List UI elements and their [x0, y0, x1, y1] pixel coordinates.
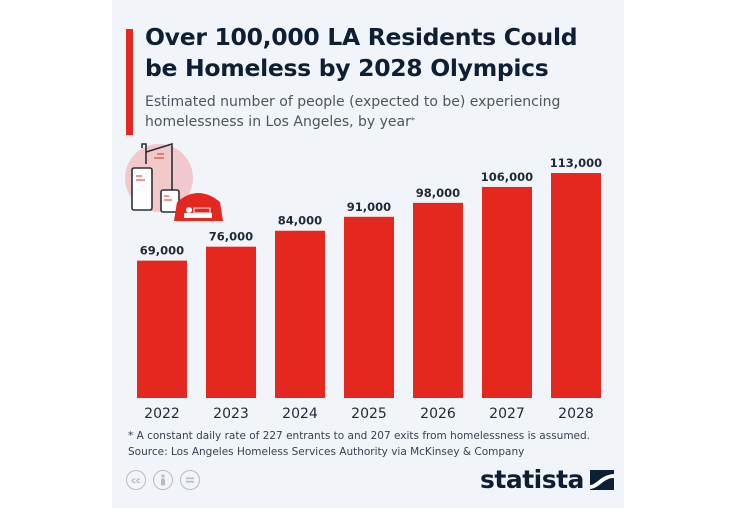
value-label: 69,000	[140, 244, 184, 258]
x-tick-label: 2028	[558, 406, 594, 422]
bar-2024	[275, 230, 325, 398]
x-tick-label: 2027	[489, 406, 525, 422]
no-derivatives-icon[interactable]	[180, 470, 200, 490]
footnote: * A constant daily rate of 227 entrants …	[128, 430, 591, 442]
subtitle-marker: *	[410, 116, 415, 125]
chart-subtitle: Estimated number of people (expected to …	[145, 92, 615, 132]
source-note: Source: Los Angeles Homeless Services Au…	[128, 446, 525, 458]
subtitle-text: Estimated number of people (expected to …	[145, 94, 561, 130]
x-tick-label: 2025	[351, 406, 387, 422]
value-label: 113,000	[550, 156, 602, 170]
bar-2025	[344, 216, 394, 398]
cc-license-icon[interactable]: cc	[126, 470, 146, 490]
bar-2027	[482, 186, 532, 398]
bar-2023	[206, 246, 256, 398]
value-label: 106,000	[481, 170, 533, 184]
value-label: 76,000	[209, 230, 253, 244]
statista-brand[interactable]: statista	[480, 465, 614, 494]
bar-2026	[413, 202, 463, 398]
license-icons: cc	[126, 470, 200, 490]
chart-title: Over 100,000 LA Residents Could be Homel…	[145, 23, 578, 82]
x-tick-label: 2024	[282, 406, 318, 422]
x-tick-label: 2026	[420, 406, 456, 422]
x-tick-label: 2023	[213, 406, 249, 422]
bar-2022	[137, 260, 187, 398]
value-label: 84,000	[278, 214, 322, 228]
city-buildings-tent-icon	[125, 142, 223, 221]
attribution-icon[interactable]	[153, 470, 173, 490]
bar-chart: 69,000 2022 76,000 2023 84,000 2024 91,000 2025…	[125, 142, 602, 422]
value-label: 91,000	[347, 200, 391, 214]
statista-wordmark: statista	[480, 465, 584, 494]
cc-label: cc	[131, 475, 141, 485]
title-accent-bar	[126, 29, 133, 135]
x-tick-label: 2022	[144, 406, 180, 422]
statista-logo-icon	[589, 469, 614, 490]
value-label: 98,000	[416, 186, 460, 200]
bar-2028	[551, 173, 601, 398]
